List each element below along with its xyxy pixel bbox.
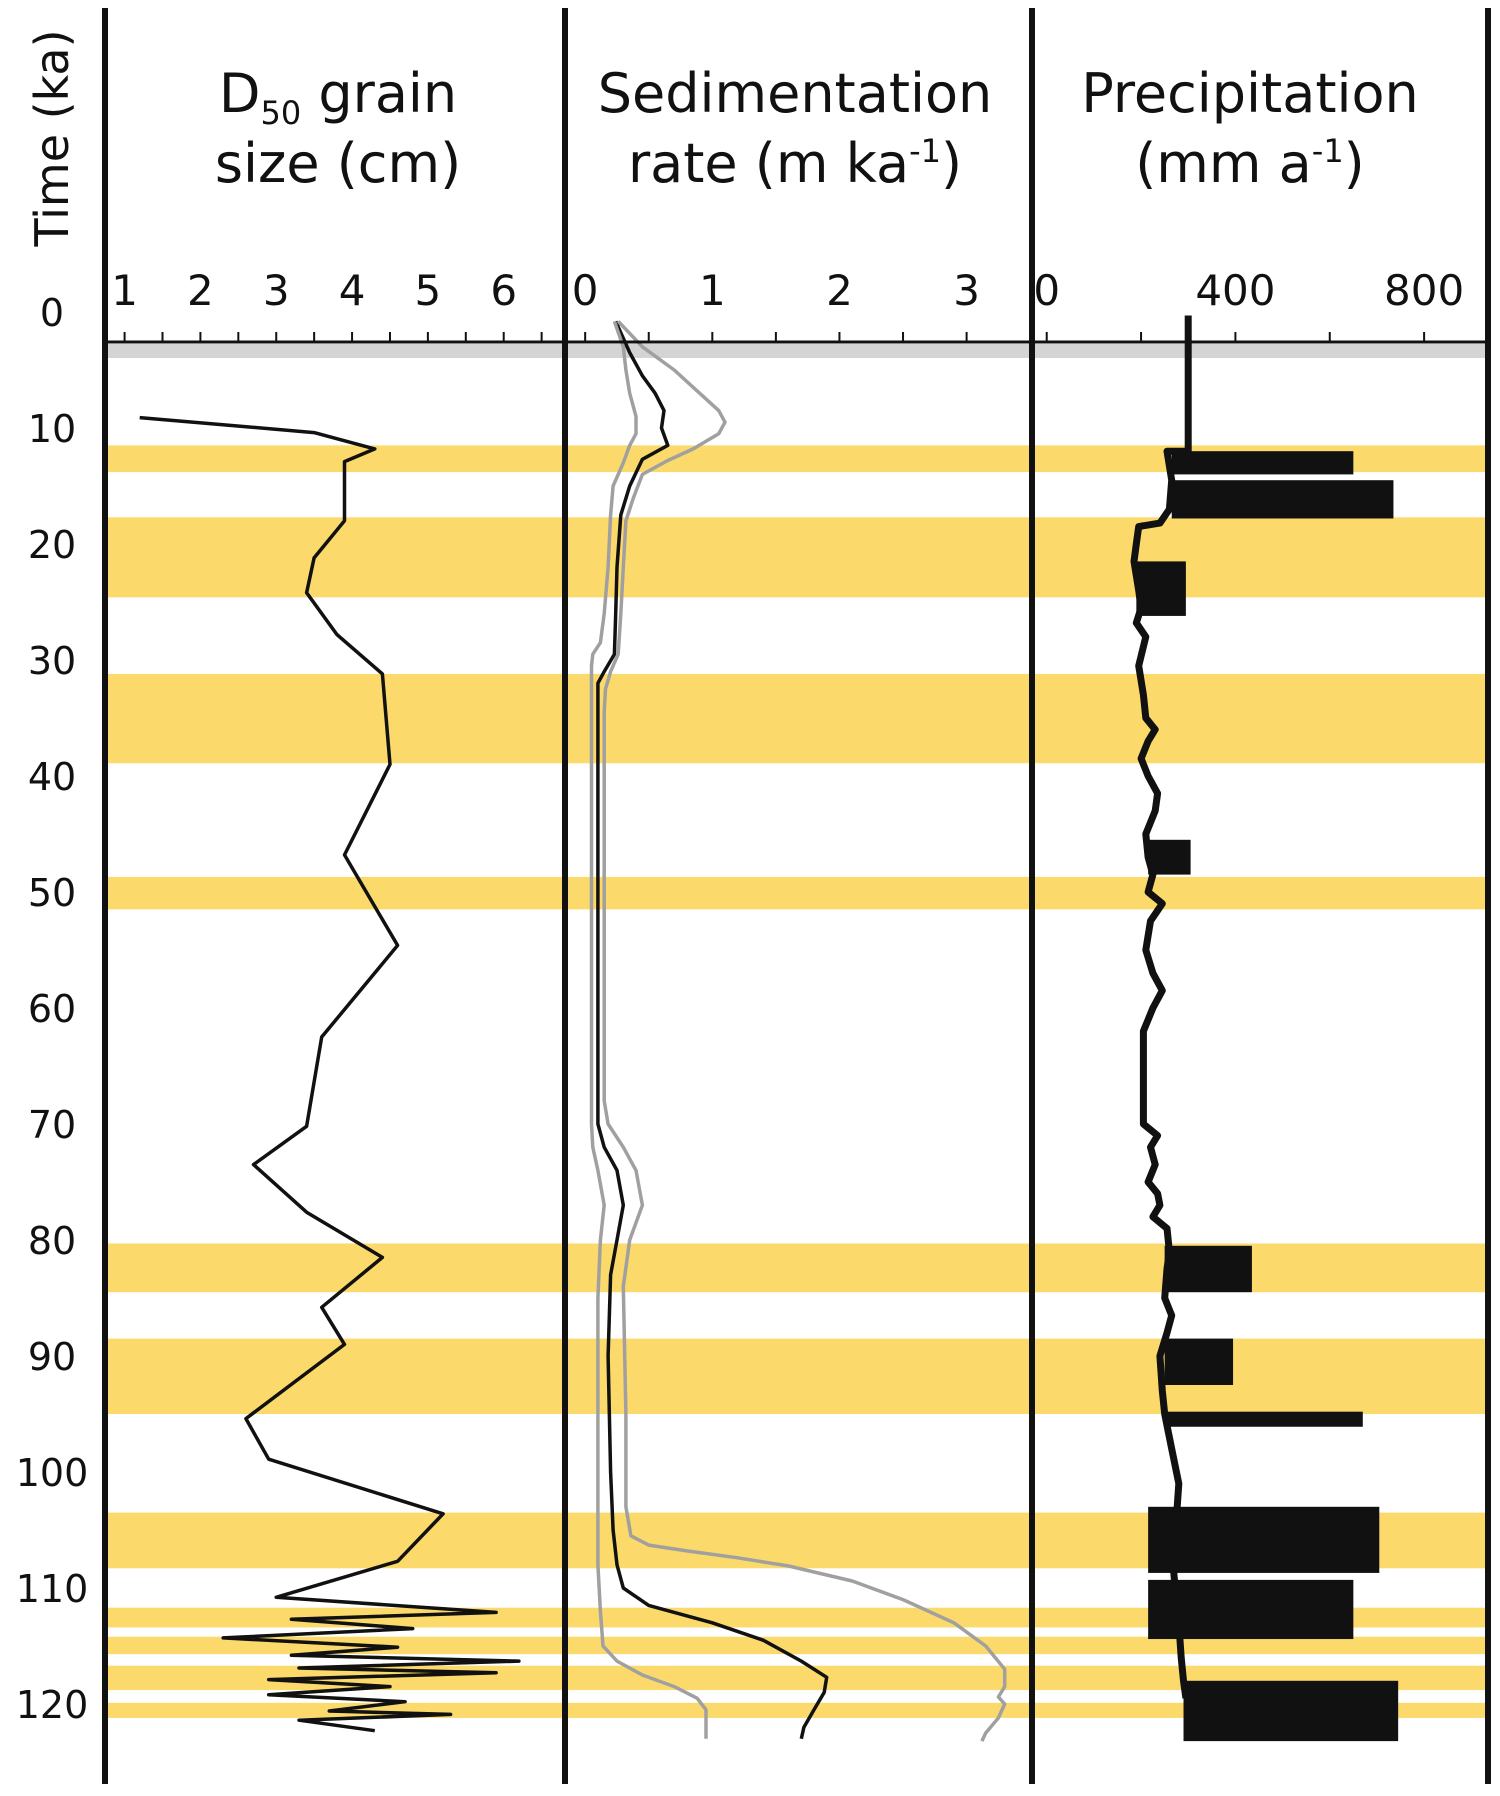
highlight-band: [105, 1243, 1488, 1293]
precip-bar: [1164, 1338, 1234, 1385]
y-tick-label: 40: [28, 755, 76, 799]
precip-x-tick-label: 0: [1033, 266, 1060, 315]
axes: [102, 8, 1491, 1784]
plot-layer: [139, 315, 1399, 1742]
precip-bar: [1164, 1245, 1252, 1293]
y-tick-label: 20: [28, 523, 76, 567]
precip-x-tick-label: 800: [1384, 266, 1464, 315]
grain-x-tick-label: 2: [187, 266, 214, 315]
sed-series-2: [602, 320, 1007, 1742]
y-tick-label: 90: [28, 1335, 76, 1379]
sed-x-tick-label: 1: [699, 266, 726, 315]
y-tick-label: 80: [28, 1219, 76, 1263]
y-tick-label: 100: [16, 1451, 89, 1495]
precip-bar: [1183, 1680, 1399, 1742]
grain-series-0: [139, 415, 521, 1733]
highlight-band: [105, 1636, 1488, 1655]
sed-title-line2: rate (m ka-1): [628, 132, 962, 195]
highlight-band: [105, 876, 1488, 910]
precip-x-tick-label: 400: [1195, 266, 1275, 315]
y-tick-label: 60: [28, 987, 76, 1031]
y-tick-label: 70: [28, 1103, 76, 1147]
grain-x-tick-label: 3: [263, 266, 290, 315]
x-tick-labels: 1 2 3 4 5 6 0 1 2 3 0 400 800: [111, 266, 1464, 315]
grain-x-tick-label: 1: [111, 266, 138, 315]
y-tick-label: 50: [28, 871, 76, 915]
precip-bar: [1171, 480, 1394, 519]
y-tick-label: 0: [40, 291, 64, 335]
y-tick-labels: 0 10 20 30 40 50 60 70 80 90 100 110 120: [16, 291, 89, 1727]
precip-title-line1: Precipitation: [1081, 62, 1419, 125]
precip-bar: [1136, 561, 1186, 616]
precip-bar: [1148, 839, 1191, 875]
precip-bar: [1171, 451, 1354, 475]
zero-strip: [108, 344, 1485, 358]
y-tick-label: 110: [16, 1567, 89, 1611]
y-tick-label: 30: [28, 639, 76, 683]
grain-x-tick-label: 6: [490, 266, 517, 315]
grain-x-tick-label: 4: [339, 266, 366, 315]
precip-series-0: [1130, 315, 1192, 1699]
y-tick-label: 120: [16, 1683, 89, 1727]
highlight-band: [105, 673, 1488, 764]
sed-series-0: [596, 320, 829, 1740]
precip-bar: [1148, 1506, 1380, 1573]
y-axis-label: Time (ka): [25, 29, 79, 247]
grain-x-tick-label: 5: [415, 266, 442, 315]
sed-x-tick-label: 0: [572, 266, 599, 315]
zero-band: [108, 344, 1485, 358]
highlight-band: [105, 1338, 1488, 1414]
grain-title-line2: size (cm): [215, 132, 461, 195]
sed-title-line1: Sedimentation: [598, 62, 993, 125]
precip-title-line2: (mm a-1): [1135, 132, 1365, 195]
precip-bar: [1164, 1411, 1363, 1427]
y-tick-label: 10: [28, 407, 76, 451]
grain-title-line1: D50 grain: [219, 62, 457, 132]
sed-x-tick-label: 2: [826, 266, 853, 315]
sed-x-tick-label: 3: [953, 266, 980, 315]
sed-series-1: [589, 320, 708, 1739]
